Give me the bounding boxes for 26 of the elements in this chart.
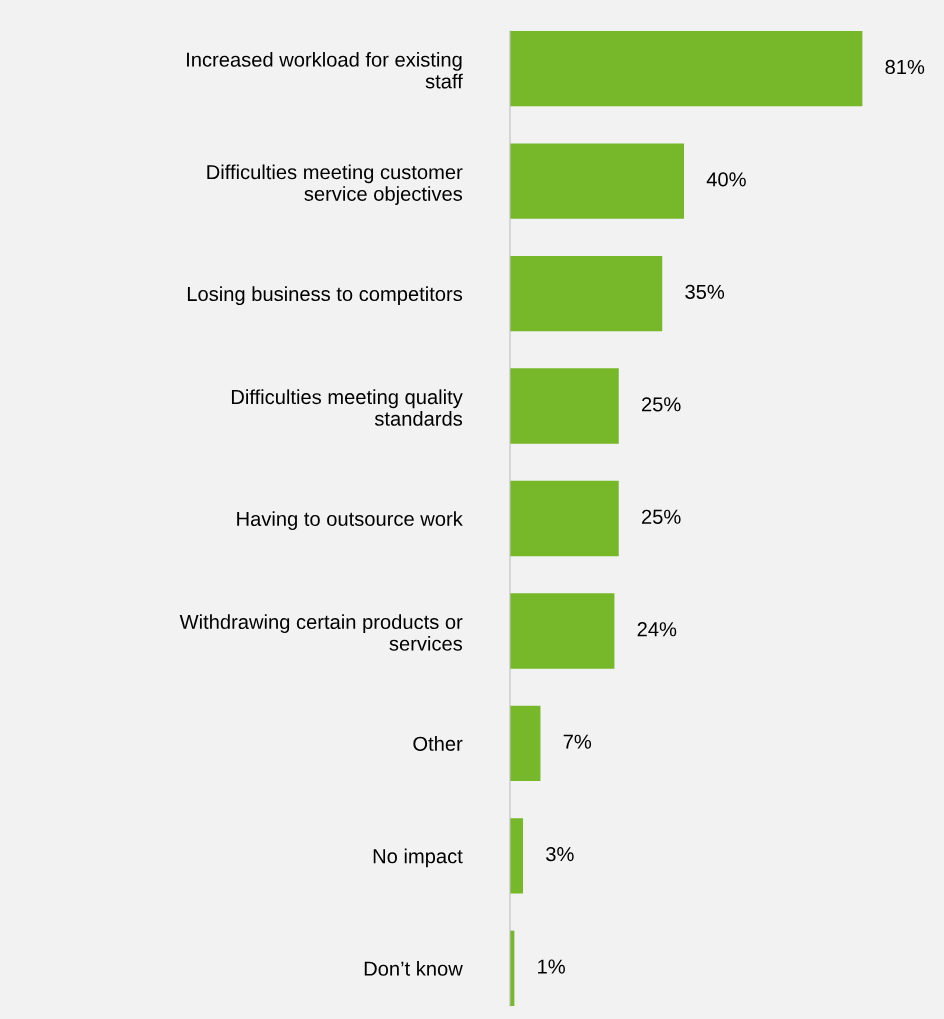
data-label: 40% — [706, 172, 746, 187]
data-label: 81% — [885, 59, 925, 75]
y-tick-label: No impact — [373, 848, 463, 868]
y-tick-label: Increased workload for existing staff — [187, 51, 463, 89]
bar — [510, 480, 619, 557]
y-tick-label: Other — [413, 736, 463, 751]
y-tick-label: Withdrawing certain products or services — [179, 614, 463, 651]
bar — [510, 593, 615, 669]
data-label: 24% — [637, 622, 677, 637]
y-tick-label: Losing business to competitors — [187, 286, 463, 306]
bar — [510, 31, 863, 107]
y-tick-label: Having to outsource work — [237, 511, 463, 530]
data-label: 3% — [546, 847, 574, 862]
bar — [510, 368, 619, 444]
data-label: 7% — [563, 734, 592, 749]
data-label: 25% — [641, 397, 681, 412]
data-label: 25% — [641, 509, 681, 524]
data-label: 35% — [685, 284, 725, 299]
bar — [510, 818, 524, 894]
y-tick-label: Difficulties meeting quality standards — [231, 389, 463, 426]
bar — [510, 705, 541, 782]
bar — [510, 255, 663, 332]
y-tick-label: Don’t know — [364, 961, 463, 976]
data-label: 1% — [538, 959, 565, 974]
y-tick-label: Difficulties meeting customer service objectives — [207, 164, 463, 205]
bar — [510, 143, 685, 219]
